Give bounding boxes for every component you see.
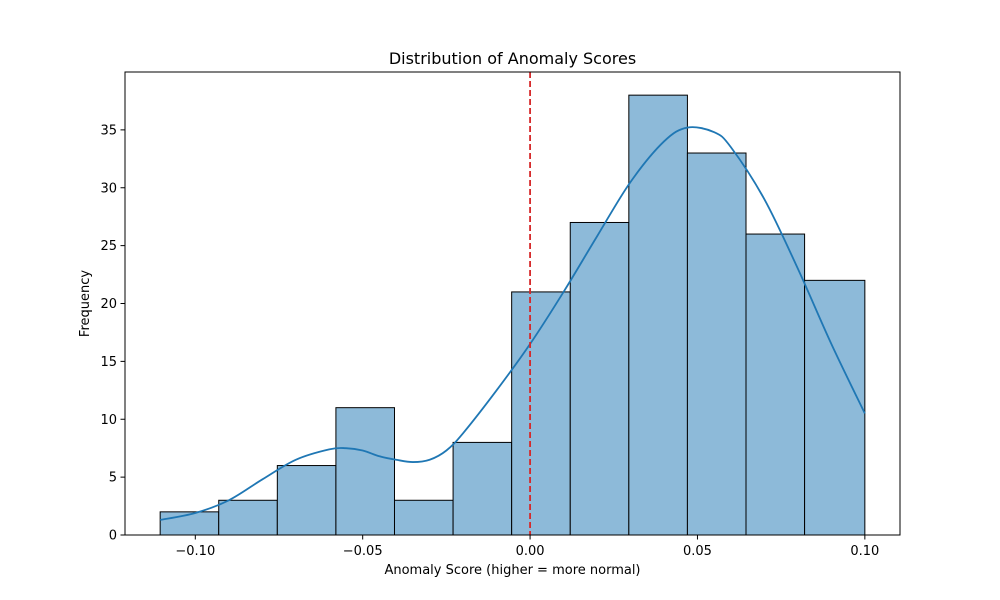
- x-tick-label: −0.05: [343, 544, 383, 559]
- histogram-bar: [511, 291, 571, 536]
- x-tick-label: 0.00: [516, 544, 545, 559]
- y-tick-label: 30: [100, 181, 117, 196]
- y-axis-label: Frequency: [78, 270, 93, 337]
- histogram-bar: [276, 465, 337, 536]
- y-tick-label: 25: [100, 239, 117, 254]
- x-axis-ticks: −0.10 −0.05 0.00 0.05 0.10: [175, 535, 879, 559]
- kde-curve: [159, 126, 866, 521]
- y-tick-label: 35: [100, 123, 117, 138]
- histogram-bar: [745, 233, 806, 536]
- bars-group: [159, 94, 866, 536]
- histogram-bar: [452, 441, 513, 536]
- y-tick-label: 10: [100, 413, 117, 428]
- histogram-bar: [218, 499, 278, 536]
- x-tick-label: 0.05: [683, 544, 712, 559]
- histogram-bar: [804, 279, 866, 536]
- y-tick-label: 0: [109, 529, 117, 544]
- histogram-bar: [628, 94, 688, 536]
- chart-title: Distribution of Anomaly Scores: [389, 49, 636, 68]
- x-tick-label: −0.10: [175, 544, 215, 559]
- x-tick-label: 0.10: [850, 544, 879, 559]
- histogram-bar: [393, 499, 454, 536]
- kde-group: [159, 126, 866, 521]
- histogram-bar: [686, 152, 747, 536]
- histogram-bar: [569, 221, 630, 536]
- y-tick-label: 15: [100, 355, 117, 370]
- y-axis-ticks: 0 5 10 15 20 25 30 35: [100, 123, 125, 544]
- x-axis-label: Anomaly Score (higher = more normal): [384, 563, 640, 578]
- y-tick-label: 5: [109, 471, 117, 486]
- y-tick-label: 20: [100, 297, 117, 312]
- histogram-bar: [335, 407, 395, 536]
